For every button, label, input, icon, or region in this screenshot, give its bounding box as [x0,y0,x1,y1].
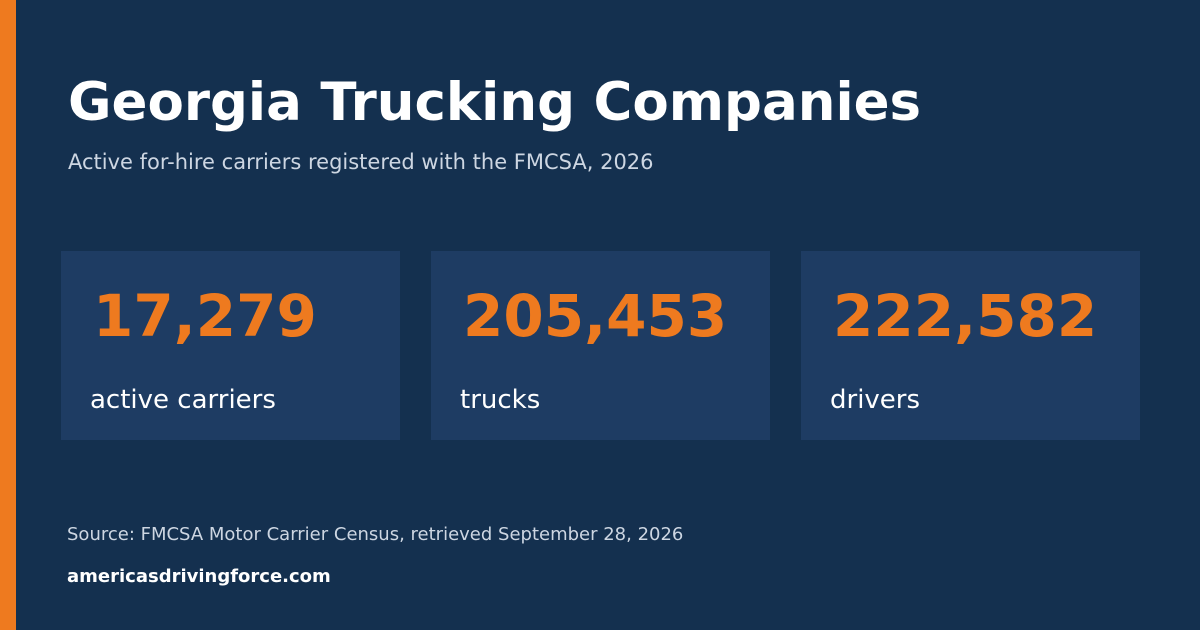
accent-bar [0,0,16,630]
site-url: americasdrivingforce.com [67,566,331,587]
source-note: Source: FMCSA Motor Carrier Census, retr… [67,524,684,545]
stats-row: 17,279 active carriers 205,453 trucks 22… [61,251,1141,440]
stat-value-carriers: 17,279 [93,282,317,350]
stat-label-carriers: active carriers [90,385,276,415]
page-subtitle: Active for-hire carriers registered with… [68,150,654,174]
stat-card-carriers: 17,279 active carriers [61,251,400,440]
page-title: Georgia Trucking Companies [68,72,922,133]
stat-value-trucks: 205,453 [463,282,728,350]
stat-card-trucks: 205,453 trucks [431,251,770,440]
stat-label-trucks: trucks [460,385,541,415]
stat-value-drivers: 222,582 [833,282,1098,350]
stat-card-drivers: 222,582 drivers [801,251,1140,440]
stat-label-drivers: drivers [830,385,921,415]
